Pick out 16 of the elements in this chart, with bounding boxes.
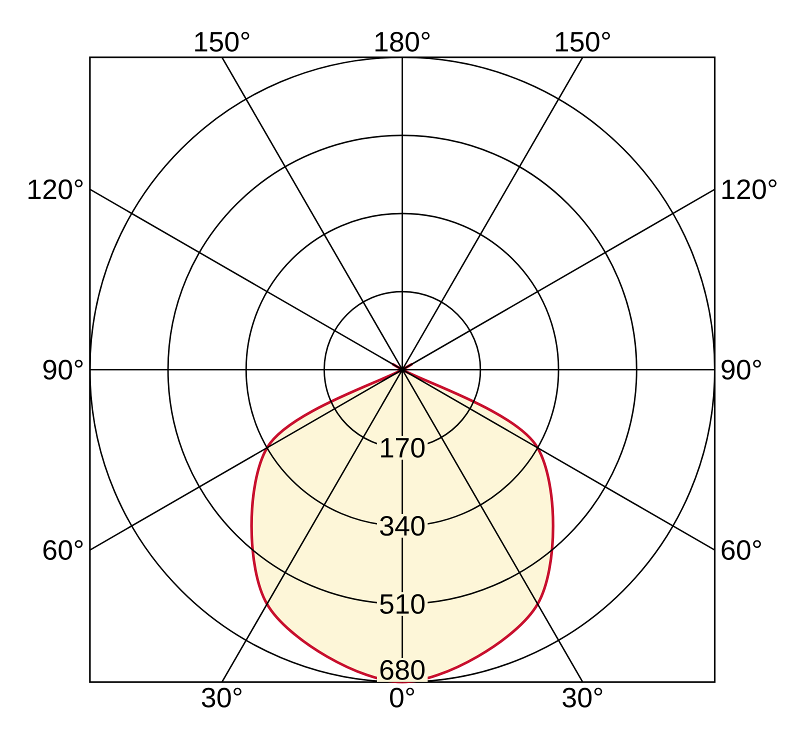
spoke-label: 60° <box>43 540 83 560</box>
y-tick-label: 510 <box>380 594 425 614</box>
y-tick-label: 680 <box>380 660 425 680</box>
spoke-label: 30° <box>202 688 242 708</box>
spoke-label: 180° <box>376 32 430 52</box>
y-tick-label: 170 <box>381 438 425 458</box>
spoke-label: 150° <box>195 32 250 52</box>
spoke-label: 150° <box>556 32 610 52</box>
spoke-label: 120° <box>28 180 83 200</box>
spoke-label: 90° <box>722 360 761 380</box>
spoke-label: 120° <box>722 180 776 200</box>
spoke-label: 90° <box>43 360 83 380</box>
spoke-label: 60° <box>722 540 761 560</box>
spoke-label: 30° <box>562 688 602 708</box>
y-tick-label: 340 <box>380 516 425 536</box>
spoke-label: 0° <box>390 688 414 708</box>
